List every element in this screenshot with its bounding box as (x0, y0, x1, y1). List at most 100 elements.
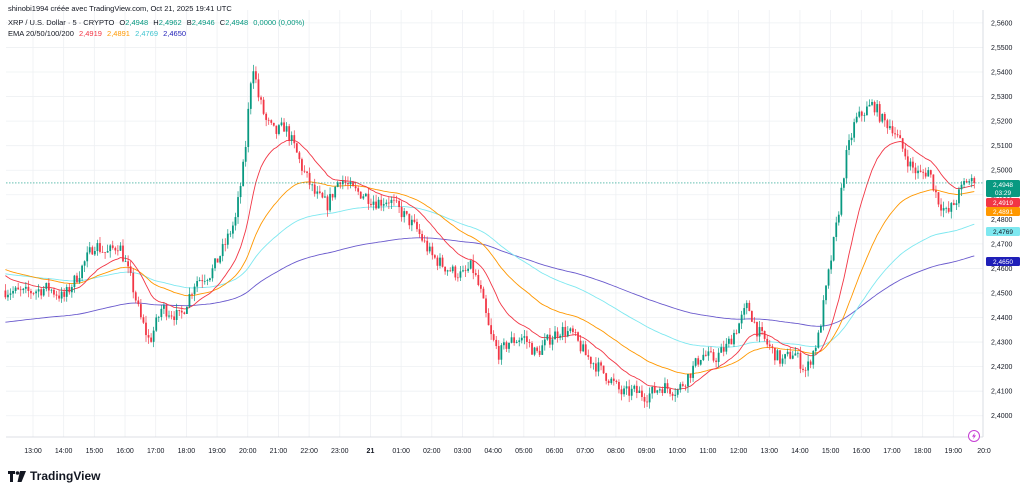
candle-body (70, 287, 73, 293)
candle-body (692, 365, 694, 378)
ohlc-low: B2,4946 (186, 18, 215, 27)
candle-body (712, 352, 715, 361)
candle-body (648, 393, 651, 403)
y-tick-label: 2,5100 (991, 143, 1013, 150)
candle-body (441, 257, 444, 267)
candle-body (219, 256, 222, 263)
candle-body (260, 97, 262, 100)
ema100-tag (986, 227, 1020, 236)
x-tick-label: 22:00 (300, 448, 318, 455)
candle-body (17, 287, 20, 290)
candle-body (559, 335, 562, 338)
candle-body (526, 336, 528, 342)
candle-body (531, 343, 533, 355)
candle-body (779, 350, 781, 364)
candle-body (201, 280, 204, 282)
y-tick-label: 2,4700 (991, 241, 1013, 248)
candle-body (853, 122, 856, 138)
candle-body (283, 122, 285, 132)
x-tick-label: 20:0 (977, 448, 991, 455)
candle-body (618, 381, 620, 390)
candle-body (947, 208, 950, 212)
x-tick-label: 06:00 (546, 448, 564, 455)
candle-body (27, 286, 30, 292)
symbol-name[interactable]: XRP / U.S. Dollar · 5 · CRYPTO (8, 18, 115, 27)
candle-body (840, 187, 843, 215)
candle-body (602, 365, 605, 374)
tradingview-brand[interactable]: TradingView (8, 469, 100, 483)
candle-body (543, 339, 546, 346)
candle-body (697, 358, 700, 365)
candle-body (628, 386, 631, 396)
candle-body (528, 341, 531, 344)
candle-body (812, 350, 815, 365)
candle-body (30, 291, 32, 294)
candle-body (60, 291, 63, 299)
candle-body (390, 199, 393, 204)
candle-body (168, 315, 170, 317)
candle-body (497, 346, 500, 360)
candle-body (848, 140, 850, 150)
candle-body (750, 311, 753, 322)
candle-body (715, 360, 717, 362)
candle-body (288, 126, 291, 141)
candle-body (569, 328, 572, 332)
candle-body (47, 282, 50, 291)
ema-legend[interactable]: EMA 20/50/100/200 2,4919 2,4891 2,4769 2… (8, 29, 189, 38)
candle-body (428, 246, 431, 252)
y-tick-label: 2,4500 (991, 290, 1013, 297)
candle-body (653, 386, 656, 393)
candle-body (485, 298, 487, 313)
candle-body (88, 247, 91, 253)
ema50-value: 2,4891 (107, 29, 130, 38)
y-tick-label: 2,4400 (991, 315, 1013, 322)
x-tick-label: 15:00 (822, 448, 840, 455)
candle-body (807, 361, 810, 371)
candle-body (758, 327, 761, 337)
x-tick-label: 17:00 (147, 448, 165, 455)
candle-body (710, 351, 712, 353)
candle-body (914, 167, 917, 174)
candle-body (753, 321, 756, 323)
candle-body (96, 243, 99, 252)
candle-body (973, 177, 976, 183)
candle-body (4, 290, 7, 298)
candle-body (63, 291, 66, 297)
candle-body (503, 342, 505, 346)
candle-body (771, 346, 774, 348)
ema100-line (5, 205, 975, 348)
x-tick-label: 18:00 (178, 448, 196, 455)
candle-body (413, 219, 416, 222)
candle-body (641, 390, 643, 397)
candle-body (454, 266, 457, 278)
candle-body (773, 347, 776, 361)
candle-body (635, 385, 638, 393)
candle-body (372, 201, 375, 205)
candle-body (334, 186, 337, 198)
candle-body (160, 308, 163, 318)
lightning-icon[interactable] (968, 430, 980, 442)
candle-body (318, 191, 321, 193)
candle-body (561, 326, 564, 336)
time-axis[interactable]: 13:00 14:00 15:00 16:00 17:00 18:00 19:00 20:00… (24, 448, 991, 455)
candle-body (855, 116, 858, 123)
candle-body (316, 191, 319, 194)
candle-body (845, 149, 848, 179)
candle-body (257, 79, 260, 98)
candle-body (459, 271, 462, 278)
x-tick-label: 21:00 (270, 448, 288, 455)
x-tick-label: 15:00 (86, 448, 104, 455)
price-axis[interactable]: 2,5600 2,5500 2,5400 2,5300 2,5200 2,5100 2,50… (991, 20, 1013, 420)
candle-body (564, 326, 567, 337)
candle-body (922, 171, 925, 173)
candle-body (965, 181, 968, 183)
ema200-line (5, 237, 975, 327)
candle-body (733, 332, 735, 345)
candle-body (162, 305, 165, 309)
x-tick-label: 17:00 (883, 448, 901, 455)
candle-body (180, 310, 183, 313)
candle-body (832, 236, 835, 261)
x-tick-label: 18:00 (914, 448, 932, 455)
candle-body (536, 347, 539, 351)
